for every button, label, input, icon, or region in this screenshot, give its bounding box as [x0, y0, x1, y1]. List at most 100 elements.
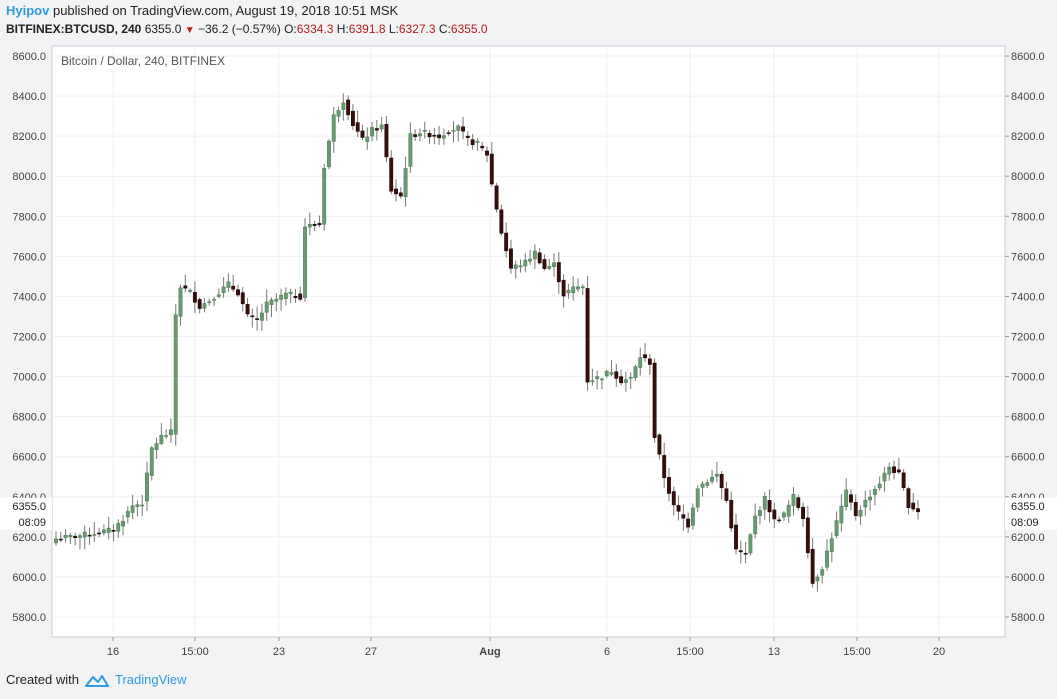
candle-down — [432, 134, 437, 137]
candle-down — [255, 318, 260, 320]
candle-down — [489, 153, 494, 185]
y-tick-label: 6600.0 — [12, 452, 46, 464]
candle-up — [336, 110, 341, 117]
candle-up — [844, 489, 849, 507]
candle-down — [58, 538, 63, 541]
x-tick-label: 6 — [604, 646, 610, 658]
candle-down — [427, 133, 432, 138]
last-price: 6355.0 — [144, 22, 182, 36]
candle-up — [274, 298, 279, 302]
candle-up — [341, 102, 346, 110]
y-tick-label: 8400.0 — [1011, 91, 1045, 103]
x-tick-label: 20 — [933, 646, 945, 658]
x-tick-label: 15:00 — [843, 646, 871, 658]
candle-down — [480, 145, 485, 149]
candle-down — [499, 209, 504, 234]
current-price-label: 6355.0 — [1011, 501, 1045, 513]
candle-down — [662, 455, 667, 479]
y-tick-label: 7600.0 — [1011, 251, 1045, 263]
candle-down — [240, 292, 245, 305]
candle-up — [834, 520, 839, 536]
candle-up — [68, 534, 73, 538]
symbol-ohlc-line: BITFINEX:BTCUSD, 240 6355.0 ▼ −36.2 (−0.… — [6, 22, 488, 36]
candle-down — [729, 499, 734, 529]
candle-up — [145, 472, 149, 502]
candle-down — [738, 550, 743, 553]
candle-up — [331, 114, 336, 142]
bar-countdown-label: 08:09 — [1011, 517, 1039, 529]
candle-up — [264, 301, 269, 313]
x-axis: 16 15:00 23 27 Aug 6 15:00 13 15:00 20 — [107, 637, 945, 658]
brand-label: TradingView — [114, 672, 187, 687]
candle-up — [221, 286, 226, 293]
footer: Created with TradingView — [6, 672, 187, 687]
candle-down — [643, 354, 647, 359]
y-axis-right: 5800.06000.06200.06400.06600.06800.07000… — [1005, 51, 1045, 624]
y-tick-label: 7200.0 — [1011, 331, 1045, 343]
candle-up — [226, 281, 231, 288]
low-value: 6327.3 — [398, 22, 436, 36]
open-label: O: — [284, 22, 297, 36]
candle-up — [169, 429, 173, 436]
candle-up — [863, 499, 868, 508]
candle-up — [513, 264, 518, 269]
candle-up — [576, 286, 580, 290]
candle-down — [906, 488, 911, 508]
candle-down — [896, 469, 901, 473]
x-tick-label: Aug — [479, 646, 500, 658]
y-tick-label: 8600.0 — [12, 51, 46, 63]
candle-up — [422, 130, 427, 132]
candle-down — [413, 134, 418, 137]
candle-up — [638, 357, 643, 368]
candle-up — [82, 531, 87, 538]
candle-up — [791, 494, 796, 506]
candle-down — [561, 279, 566, 297]
price-chart[interactable]: Bitcoin / Dollar, 240, BITFINEX 5800.060… — [0, 42, 1057, 664]
candle-up — [825, 550, 829, 568]
y-tick-label: 7600.0 — [12, 251, 46, 263]
x-tick-label: 15:00 — [181, 646, 209, 658]
y-tick-label: 7200.0 — [12, 331, 46, 343]
candle-down — [853, 502, 858, 517]
candle-up — [202, 303, 207, 309]
candle-up — [125, 511, 130, 518]
author-link[interactable]: Hyipov — [6, 3, 50, 18]
candle-up — [695, 488, 700, 508]
candle-down — [245, 304, 250, 315]
candle-up — [130, 505, 135, 513]
candle-down — [250, 315, 255, 318]
candle-up — [590, 380, 595, 382]
y-tick-label: 6000.0 — [1011, 572, 1045, 584]
candle-up — [758, 510, 762, 516]
candle-up — [571, 286, 576, 293]
y-tick-label: 7800.0 — [12, 211, 46, 223]
candle-down — [317, 223, 322, 226]
candle-up — [877, 483, 882, 489]
chart-title: Bitcoin / Dollar, 240, BITFINEX — [61, 54, 225, 68]
candle-up — [705, 482, 710, 486]
y-axis-left: 5800.06000.06200.06400.06600.06800.07000… — [12, 51, 46, 624]
candle-down — [231, 285, 236, 290]
candle-up — [259, 312, 264, 321]
candle-down — [796, 497, 801, 508]
y-tick-label: 7400.0 — [12, 291, 46, 303]
publish-info: Hyipov published on TradingView.com, Aug… — [6, 3, 398, 18]
candle-down — [901, 472, 906, 488]
candle-down — [772, 509, 777, 520]
candle-up — [178, 287, 183, 317]
candle-up — [858, 509, 863, 517]
y-tick-label: 8200.0 — [12, 131, 46, 143]
candle-up — [552, 262, 556, 267]
tradingview-brand[interactable]: TradingView — [84, 672, 187, 687]
candle-down — [810, 548, 815, 584]
candle-down — [312, 224, 317, 226]
close-value: 6355.0 — [450, 22, 488, 36]
candle-up — [116, 523, 121, 532]
candle-down — [192, 292, 197, 303]
candle-down — [892, 466, 896, 473]
candle-down — [355, 122, 360, 132]
candle-down — [734, 524, 738, 550]
candle-down — [298, 293, 303, 300]
candle-up — [135, 504, 140, 507]
y-tick-label: 5800.0 — [12, 612, 46, 624]
